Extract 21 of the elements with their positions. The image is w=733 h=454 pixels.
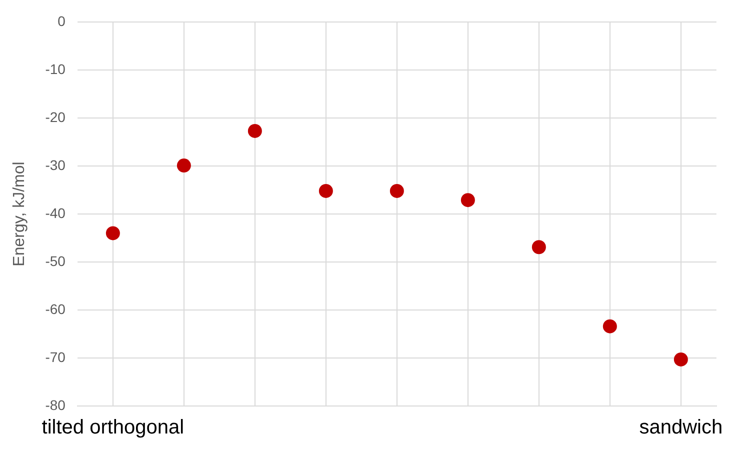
point: [176, 158, 191, 173]
y-axis-title: Energy, kJ/mol: [11, 162, 28, 266]
y-tick-label: -50: [45, 252, 66, 269]
point: [532, 240, 546, 254]
point: [460, 193, 475, 208]
point: [674, 352, 688, 366]
y-tick-label: -80: [45, 396, 66, 413]
y-tick-label: -30: [45, 156, 66, 173]
y-tick-label: 0: [58, 12, 66, 29]
x-tick-label: tilted orthogonal: [42, 416, 184, 439]
y-tick-label: -40: [45, 204, 66, 221]
point: [318, 184, 333, 198]
point: [602, 319, 617, 334]
y-tick-label: -10: [45, 60, 66, 77]
point: [248, 124, 262, 138]
x-tick-label: sandwich: [639, 416, 723, 439]
y-tick-label: -20: [45, 108, 66, 125]
y-tick-label: -60: [45, 300, 66, 317]
y-tick-label: -70: [45, 348, 66, 365]
point: [390, 184, 404, 198]
point: [106, 226, 120, 240]
